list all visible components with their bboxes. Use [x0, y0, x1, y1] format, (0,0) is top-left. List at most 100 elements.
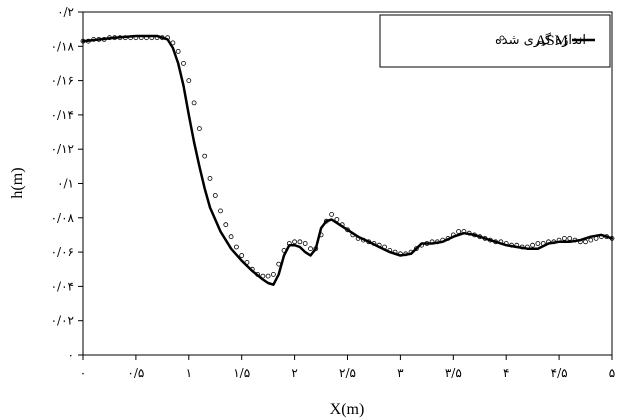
measured-point: [472, 232, 477, 238]
measured-point: [270, 271, 276, 277]
measured-point: [413, 246, 419, 252]
measured-point: [540, 241, 546, 246]
measured-point: [276, 261, 282, 267]
measured-point: [487, 237, 493, 243]
measured-point: [239, 253, 245, 258]
measured-point: [244, 259, 250, 265]
measured-point: [223, 222, 229, 228]
measured-point: [387, 247, 393, 253]
series-layer: [80, 34, 615, 286]
measured-point: [519, 244, 525, 250]
measured-point: [551, 239, 557, 245]
measured-point: [440, 237, 446, 243]
measured-point: [593, 235, 599, 241]
measured-point: [556, 237, 562, 243]
measured-point: [170, 40, 176, 46]
measured-point: [313, 246, 319, 252]
y-tick-label: ۰/۱: [57, 177, 74, 191]
measured-point: [525, 244, 530, 250]
y-tick-label: ۰/۰۸: [51, 211, 75, 225]
measured-point: [355, 235, 361, 241]
y-tick-label: ۰/۰۴: [51, 279, 74, 293]
measured-point: [101, 37, 107, 42]
x-tick-label: ۳/۵: [445, 366, 462, 380]
measured-point: [144, 35, 149, 41]
measured-point: [535, 241, 541, 246]
measured-point: [85, 38, 91, 44]
measured-point: [308, 246, 313, 252]
measured-point: [424, 241, 430, 246]
measured-point: [408, 249, 414, 255]
x-tick-label: ۲: [291, 366, 297, 380]
measured-point: [572, 237, 578, 243]
measured-point: [583, 239, 588, 245]
plot-area: [82, 11, 613, 356]
x-tick-label: ۰/۵: [127, 366, 144, 380]
y-tick-label: ۰/۲: [57, 5, 74, 19]
measured-point: [456, 229, 462, 234]
measured-point: [91, 37, 96, 42]
measured-point: [567, 235, 573, 241]
x-tick-label: ۰: [80, 366, 86, 380]
measured-point: [128, 35, 134, 41]
measured-point: [345, 227, 350, 233]
measured-point: [181, 61, 186, 66]
measured-point: [329, 211, 335, 217]
measured-point: [461, 229, 467, 234]
measured-point: [392, 249, 398, 255]
measured-point: [249, 266, 255, 272]
measured-point: [604, 234, 610, 240]
measured-point: [228, 234, 234, 240]
measured-point: [366, 239, 372, 245]
measured-point: [233, 244, 239, 250]
y-tick-label: ۰/۰۲: [51, 314, 74, 328]
measured-point: [498, 239, 504, 245]
measured-point: [514, 242, 520, 248]
measured-point: [562, 235, 567, 241]
y-tick-label: ۰/۱۴: [51, 108, 74, 122]
measured-point: [530, 242, 535, 248]
x-tick-label: ۳: [397, 366, 404, 380]
measured-point: [609, 235, 615, 241]
measured-point: [450, 232, 456, 238]
measured-point: [255, 271, 261, 277]
measured-point: [96, 37, 102, 42]
measured-point: [466, 230, 472, 236]
x-tick-label: ۴/۵: [551, 366, 568, 380]
measured-point: [292, 239, 298, 245]
measured-point: [186, 78, 192, 83]
measured-point: [382, 244, 387, 250]
x-tick-label: ۴: [503, 366, 509, 380]
measured-point: [577, 239, 583, 245]
measured-point: [318, 232, 324, 238]
y-tick-label: ۰: [68, 348, 74, 362]
measured-point: [588, 237, 594, 243]
x-axis-ticks: ۰ ۰/۵ ۱ ۱/۵ ۲ ۲/۵ ۳ ۳/۵ ۴ ۴/۵ ۵: [80, 355, 615, 380]
measured-point: [138, 35, 144, 41]
measured-point: [286, 241, 292, 246]
measured-point: [323, 218, 329, 224]
measured-point: [218, 208, 223, 214]
y-axis-ticks: ۰ ۰/۰۲ ۰/۰۴ ۰/۰۶ ۰/۰۸ ۰/۱ ۰/۱۲ ۰/۱۴ ۰/۱۶ ۰/۱۸ ۰/۲: [51, 5, 83, 362]
measured-point: [154, 35, 160, 41]
legend: ASM اندازه گیری شده: [379, 14, 611, 68]
y-tick-label: ۰/۰۶: [51, 245, 74, 259]
measured-point: [117, 35, 123, 41]
measured-point: [196, 126, 202, 132]
measured-point: [80, 38, 86, 44]
measured-point: [165, 35, 171, 41]
measured-point: [360, 237, 366, 243]
measured-point: [599, 234, 604, 240]
x-axis-title: X(m): [330, 401, 365, 418]
measured-point: [493, 239, 499, 245]
legend-label-measured: اندازه گیری شده: [495, 32, 586, 48]
measured-point: [202, 153, 208, 159]
measured-point: [260, 273, 266, 279]
measured-point: [112, 35, 118, 41]
measured-point: [191, 100, 197, 106]
measured-point: [350, 232, 356, 238]
measured-point: [265, 273, 271, 279]
measured-point: [403, 251, 409, 257]
measured-point: [297, 239, 303, 245]
